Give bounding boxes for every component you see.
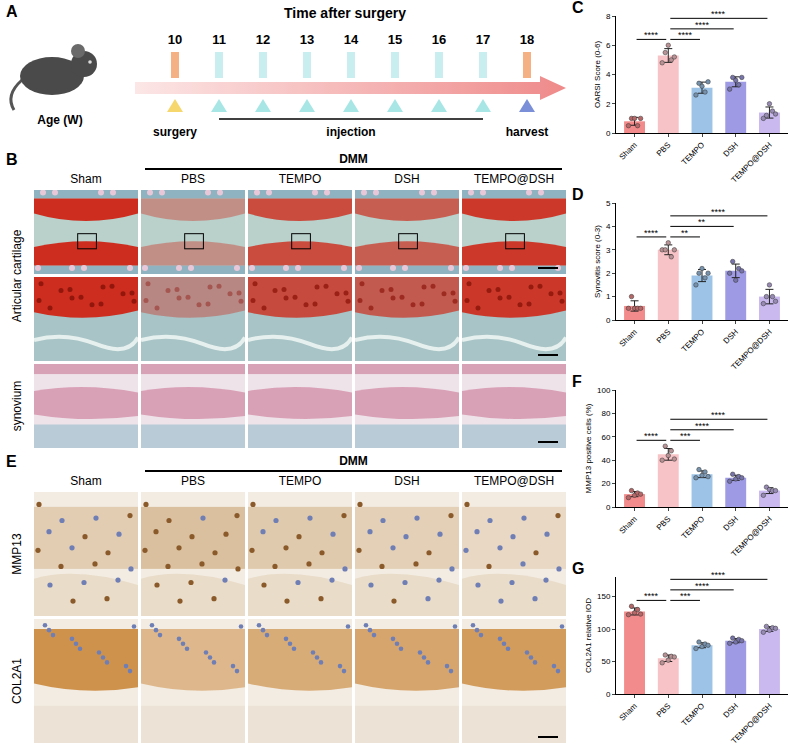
html-text:A: A [6, 3, 18, 20]
svg-text:10: 10 [168, 32, 182, 47]
html-text:DSH: DSH [394, 474, 420, 488]
svg-text:20: 20 [601, 479, 610, 488]
html-text:DMM: DMM [339, 454, 368, 468]
svg-text:0: 0 [606, 503, 611, 512]
svg-text:40: 40 [601, 456, 610, 465]
svg-text:17: 17 [476, 32, 490, 47]
svg-text:60: 60 [601, 433, 610, 442]
svg-text:100: 100 [597, 625, 611, 634]
svg-text:2: 2 [606, 269, 611, 278]
svg-text:COL2A1 relative IOD: COL2A1 relative IOD [584, 598, 593, 673]
svg-text:Age (W): Age (W) [37, 113, 82, 127]
svg-text:TEMPO@DSH: TEMPO@DSH [730, 140, 774, 184]
svg-text:****: **** [678, 30, 693, 40]
svg-text:OARSI Score (0-6): OARSI Score (0-6) [593, 41, 602, 108]
html-text:PBS: PBS [181, 172, 205, 186]
svg-text:PBS: PBS [655, 140, 673, 158]
svg-text:****: **** [644, 30, 659, 40]
svg-text:8: 8 [606, 12, 611, 21]
svg-text:12: 12 [256, 32, 270, 47]
svg-text:****: **** [711, 9, 726, 19]
svg-text:3: 3 [606, 246, 611, 255]
svg-text:Sham: Sham [618, 327, 639, 348]
svg-text:****: **** [644, 228, 659, 238]
html-text:TEMPO@DSH: TEMPO@DSH [473, 474, 555, 488]
html-text:Articular cartilage: Articular cartilage [10, 229, 24, 322]
html-text:Sham: Sham [70, 474, 102, 488]
html-text:F: F [572, 373, 582, 390]
svg-text:***: *** [680, 431, 691, 441]
svg-text:DSH: DSH [722, 140, 740, 158]
svg-text:surgery: surgery [153, 125, 197, 139]
svg-text:4: 4 [606, 70, 611, 79]
html-text:COL2A1: COL2A1 [10, 658, 24, 704]
svg-text:Sham: Sham [618, 701, 639, 722]
svg-text:4: 4 [606, 222, 611, 231]
svg-text:0: 0 [606, 316, 611, 325]
svg-text:18: 18 [520, 32, 534, 47]
svg-text:5: 5 [606, 199, 611, 208]
svg-text:Time after surgery: Time after surgery [284, 5, 406, 21]
svg-text:TEMPO: TEMPO [680, 140, 706, 166]
svg-text:****: **** [644, 591, 659, 601]
svg-text:TEMPO@DSH: TEMPO@DSH [730, 514, 774, 558]
svg-text:****: **** [711, 570, 726, 580]
html-text:D: D [572, 186, 584, 203]
svg-text:injection: injection [326, 125, 375, 139]
svg-text:TEMPO@DSH: TEMPO@DSH [730, 701, 774, 745]
svg-text:0: 0 [606, 129, 611, 138]
svg-text:DSH: DSH [722, 327, 740, 345]
svg-text:PBS: PBS [655, 514, 673, 532]
svg-text:DSH: DSH [722, 701, 740, 719]
svg-text:TEMPO@DSH: TEMPO@DSH [730, 327, 774, 371]
html-text:G: G [572, 560, 585, 577]
svg-text:TEMPO: TEMPO [680, 701, 706, 727]
html-text:TEMPO: TEMPO [278, 474, 322, 488]
svg-text:150: 150 [597, 592, 611, 601]
svg-text:6: 6 [606, 41, 611, 50]
svg-text:**: ** [698, 217, 706, 227]
html-text:MMP13: MMP13 [10, 533, 24, 575]
html-text:E: E [6, 453, 17, 470]
svg-text:****: **** [711, 207, 726, 217]
svg-text:***: *** [680, 591, 691, 601]
svg-text:Sham: Sham [618, 140, 639, 161]
svg-text:****: **** [695, 581, 710, 591]
svg-text:16: 16 [432, 32, 446, 47]
html-text:DSH: DSH [394, 172, 420, 186]
svg-text:11: 11 [212, 32, 226, 47]
svg-text:13: 13 [300, 32, 314, 47]
svg-text:2: 2 [606, 100, 611, 109]
svg-text:DSH: DSH [722, 514, 740, 532]
html-text:TEMPO: TEMPO [278, 172, 322, 186]
svg-text:PBS: PBS [655, 327, 673, 345]
svg-text:TEMPO: TEMPO [680, 514, 706, 540]
html-text:TEMPO@DSH: TEMPO@DSH [473, 172, 555, 186]
svg-text:15: 15 [388, 32, 402, 47]
svg-text:100: 100 [597, 386, 611, 395]
svg-text:****: **** [695, 421, 710, 431]
svg-text:Sham: Sham [618, 514, 639, 535]
svg-text:14: 14 [344, 32, 359, 47]
svg-text:MMP13 positive cells (%): MMP13 positive cells (%) [584, 403, 593, 493]
svg-text:****: **** [695, 20, 710, 30]
html-text:synovium: synovium [10, 380, 24, 432]
svg-text:**: ** [681, 228, 689, 238]
html-text:B: B [6, 151, 18, 168]
svg-text:0: 0 [606, 690, 611, 699]
svg-text:50: 50 [601, 657, 610, 666]
html-text:C: C [572, 0, 584, 16]
svg-text:****: **** [711, 410, 726, 420]
svg-text:****: **** [644, 431, 659, 441]
html-text:Sham: Sham [70, 172, 102, 186]
html-text:PBS: PBS [181, 474, 205, 488]
svg-text:Synovitis score (0-3): Synovitis score (0-3) [593, 225, 602, 298]
svg-text:1: 1 [606, 292, 611, 301]
svg-text:PBS: PBS [655, 701, 673, 719]
svg-text:harvest: harvest [506, 125, 549, 139]
svg-text:TEMPO: TEMPO [680, 327, 706, 353]
svg-text:80: 80 [601, 409, 610, 418]
html-text:DMM: DMM [339, 152, 368, 166]
